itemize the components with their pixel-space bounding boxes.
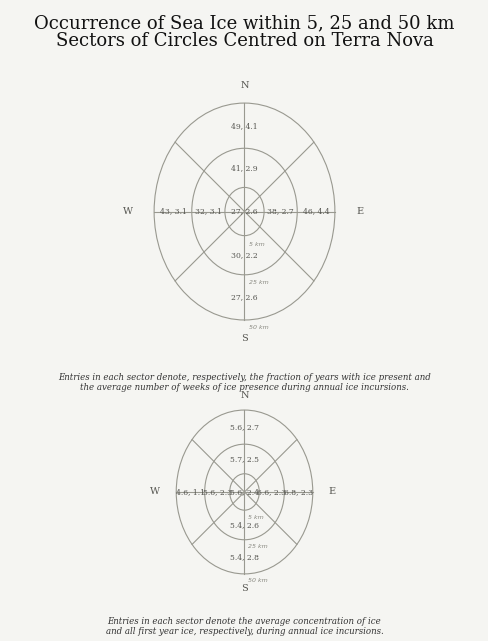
Text: 5.6, 2.7: 5.6, 2.7 [229, 423, 259, 431]
Text: S: S [241, 584, 247, 593]
Text: Occurrence of Sea Ice within 5, 25 and 50 km: Occurrence of Sea Ice within 5, 25 and 5… [34, 14, 454, 32]
Text: 4.6, 1.1: 4.6, 1.1 [176, 488, 204, 496]
Text: S: S [241, 333, 247, 342]
Text: N: N [240, 391, 248, 400]
Text: 27, 2.6: 27, 2.6 [231, 208, 257, 215]
Text: 27, 2.6: 27, 2.6 [231, 294, 257, 301]
Text: 5.4, 2.6: 5.4, 2.6 [229, 521, 259, 529]
Text: 5.6, 2.3: 5.6, 2.3 [202, 488, 231, 496]
Text: 43, 3.1: 43, 3.1 [159, 208, 186, 215]
Text: E: E [328, 487, 335, 497]
Text: 6.8, 2.3: 6.8, 2.3 [284, 488, 312, 496]
Text: 25 km: 25 km [247, 544, 267, 549]
Text: 50 km: 50 km [247, 578, 267, 583]
Text: W: W [150, 487, 160, 497]
Text: 5.6, 2.4: 5.6, 2.4 [229, 488, 259, 496]
Text: 41, 2.9: 41, 2.9 [231, 164, 257, 172]
Text: 50 km: 50 km [248, 325, 268, 330]
Text: 49, 4.1: 49, 4.1 [231, 122, 257, 129]
Text: 25 km: 25 km [248, 280, 268, 285]
Text: 32, 3.1: 32, 3.1 [195, 208, 222, 215]
Text: 5.7, 2.5: 5.7, 2.5 [229, 455, 259, 463]
Text: N: N [240, 81, 248, 90]
Text: 46, 4.4: 46, 4.4 [302, 208, 329, 215]
Text: 6.6, 2.3: 6.6, 2.3 [257, 488, 286, 496]
Text: E: E [355, 207, 363, 216]
Text: Entries in each sector denote, respectively, the fraction of years with ice pres: Entries in each sector denote, respectiv… [58, 373, 430, 392]
Text: Entries in each sector denote the average concentration of ice
and all first yea: Entries in each sector denote the averag… [105, 617, 383, 636]
Text: 38, 2.7: 38, 2.7 [267, 208, 293, 215]
Text: W: W [123, 207, 133, 216]
Text: 5 km: 5 km [248, 242, 264, 247]
Text: Sectors of Circles Centred on Terra Nova: Sectors of Circles Centred on Terra Nova [56, 32, 432, 50]
Text: 30, 2.2: 30, 2.2 [231, 251, 257, 259]
Text: 5 km: 5 km [247, 515, 263, 520]
Text: 5.4, 2.8: 5.4, 2.8 [229, 553, 259, 561]
